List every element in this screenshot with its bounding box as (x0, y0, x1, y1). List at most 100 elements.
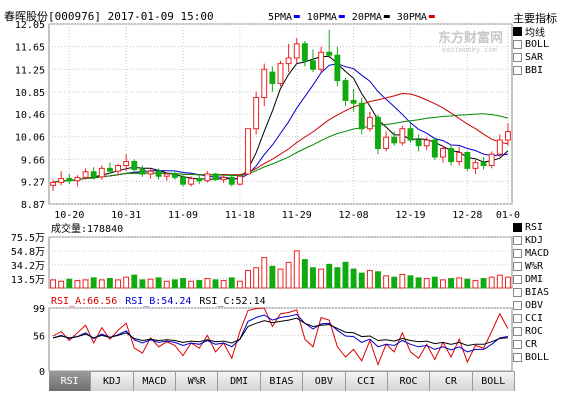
candlestick (399, 125, 406, 146)
volume-bar (285, 261, 292, 289)
volume-bar (155, 277, 162, 289)
candle-body (58, 178, 65, 183)
candle-body (196, 178, 203, 182)
candle-body (415, 139, 422, 147)
candle-body (318, 51, 325, 70)
checkbox-icon[interactable] (513, 288, 522, 297)
checkbox-icon[interactable] (513, 327, 522, 336)
volume-bar (415, 277, 422, 289)
checkbox-icon[interactable] (513, 27, 522, 36)
tab-rsi[interactable]: RSI (49, 371, 92, 391)
candle-body (212, 173, 219, 181)
rsi-line (52, 317, 508, 347)
candlestick (472, 159, 479, 174)
sub-indicator-item[interactable]: BOLL (513, 351, 549, 364)
sub-indicator-item-label: RSI (525, 222, 544, 233)
tab-macd[interactable]: MACD (133, 371, 177, 391)
sub-indicator-item[interactable]: DMI (513, 273, 543, 286)
tab-roc[interactable]: ROC (387, 371, 431, 391)
candlestick (66, 174, 73, 185)
candlestick (82, 168, 89, 180)
checkbox-icon[interactable] (513, 66, 522, 75)
tab-dmi[interactable]: DMI (218, 371, 261, 391)
candlestick (383, 131, 390, 152)
candlestick (480, 157, 487, 170)
checkbox-icon[interactable] (513, 53, 522, 62)
candle-body (228, 176, 235, 185)
date-tick-label: 12-19 (395, 210, 425, 221)
tab-cr[interactable]: CR (430, 371, 473, 391)
main-indicator-item-label: BBI (525, 65, 544, 76)
checkbox-icon[interactable] (513, 40, 522, 49)
volume-bar (326, 263, 333, 289)
watermark-en: eastmoney.com (442, 46, 497, 54)
sub-indicator-item[interactable]: CR (513, 338, 537, 351)
candle-body (90, 171, 97, 178)
sub-indicator-item[interactable]: W%R (513, 260, 543, 273)
candle-body (269, 71, 276, 84)
checkbox-icon[interactable] (513, 262, 522, 271)
candle-body (505, 131, 511, 141)
candlestick (496, 134, 503, 158)
ma-legend-swatch (293, 15, 300, 18)
checkbox-icon[interactable] (513, 353, 522, 362)
candle-body (277, 63, 284, 84)
sub-indicator-item-label: KDJ (525, 235, 544, 246)
price-tick-label: 10.46 (15, 110, 45, 121)
sub-indicator-item-label: CCI (525, 313, 544, 324)
volume-bar (318, 268, 325, 289)
volume-bar (163, 280, 170, 289)
candlestick (139, 165, 146, 177)
candlestick (431, 137, 438, 160)
sub-indicator-item-label: W%R (525, 261, 544, 272)
date-tick-label: 10-31 (111, 210, 141, 221)
candlestick (310, 49, 316, 73)
candle-body (358, 102, 365, 130)
checkbox-icon[interactable] (513, 301, 522, 310)
sub-indicator-item[interactable]: CCI (513, 312, 543, 325)
tab-bias[interactable]: BIAS (260, 371, 304, 391)
volume-bar (472, 280, 479, 289)
checkbox-icon[interactable] (513, 249, 522, 258)
candlestick (74, 175, 81, 187)
checkbox-icon[interactable] (513, 340, 522, 349)
candle-body (496, 139, 503, 155)
sub-indicator-item[interactable]: OBV (513, 299, 543, 312)
candlestick (269, 66, 276, 92)
volume-bar (399, 273, 406, 289)
main-indicator-item[interactable]: 均线 (513, 25, 545, 39)
sub-indicator-item[interactable]: ROC (513, 325, 543, 338)
volume-bar (66, 278, 73, 289)
candlestick (90, 167, 97, 180)
volume-bar (301, 259, 308, 289)
candle-body (204, 173, 211, 182)
tab-cci[interactable]: CCI (345, 371, 388, 391)
candle-body (399, 128, 406, 144)
sub-indicator-item[interactable]: MACD (513, 247, 549, 260)
ma-legend-label: 30PMA (397, 12, 427, 23)
sub-indicator-item[interactable]: BIAS (513, 286, 549, 299)
tab-obv[interactable]: OBV (303, 371, 346, 391)
date-tick-label: 11-09 (168, 210, 198, 221)
tab-boll[interactable]: BOLL (472, 371, 515, 391)
sub-indicator-item-label: BIAS (525, 287, 550, 298)
tab-wr[interactable]: W%R (176, 371, 219, 391)
sub-indicator-item[interactable]: KDJ (513, 234, 543, 247)
checkbox-icon[interactable] (513, 223, 522, 232)
checkbox-icon[interactable] (513, 314, 522, 323)
checkbox-icon[interactable] (513, 275, 522, 284)
main-indicator-item[interactable]: SAR (513, 51, 543, 64)
candlestick (277, 60, 284, 87)
candle-body (139, 168, 146, 175)
candlestick (261, 63, 268, 107)
main-indicator-item[interactable]: BBI (513, 64, 543, 77)
main-indicator-item[interactable]: BOLL (513, 38, 549, 51)
volume-bar (293, 250, 300, 289)
candle-body (334, 54, 341, 82)
sub-indicator-item[interactable]: RSI (513, 221, 543, 234)
tab-kdj[interactable]: KDJ (91, 371, 134, 391)
checkbox-icon[interactable] (513, 236, 522, 245)
ma-line (52, 92, 508, 183)
sub-indicator-item-label: CR (525, 339, 538, 350)
candlestick (448, 144, 455, 166)
